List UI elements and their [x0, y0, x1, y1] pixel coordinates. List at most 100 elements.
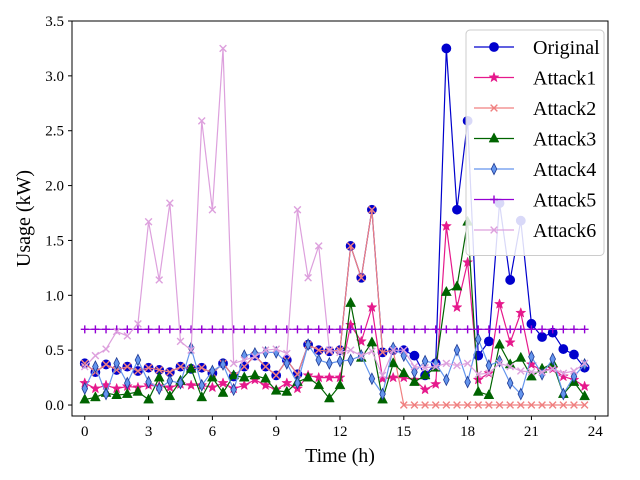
data-point	[134, 367, 142, 375]
legend-label: Original	[533, 37, 600, 59]
data-point	[80, 359, 89, 368]
data-point	[474, 325, 483, 334]
legend-marker	[490, 195, 498, 204]
data-point	[472, 373, 484, 385]
data-point	[176, 337, 185, 346]
legend-marker	[490, 104, 498, 112]
data-point	[419, 369, 431, 380]
data-point	[399, 325, 408, 334]
data-point	[506, 362, 515, 371]
legend-item: Attack4	[474, 159, 596, 181]
data-point	[570, 401, 578, 409]
data-point	[272, 371, 281, 380]
data-point	[121, 387, 133, 398]
y-tick-label: 2.0	[45, 179, 64, 195]
data-point	[155, 325, 164, 334]
data-point	[440, 285, 452, 296]
data-point	[80, 362, 89, 371]
data-point	[569, 325, 578, 334]
data-point	[472, 385, 484, 396]
data-point	[578, 380, 591, 392]
legend-item: Attack2	[474, 98, 596, 120]
data-point	[538, 401, 546, 409]
data-point	[379, 387, 386, 401]
plot-area: 0 3 6 9 12 15 18 21 24 0.0 0.5 1.0 1.5 2.0 2.5 3.0 3.5	[45, 14, 609, 440]
data-point	[440, 220, 452, 231]
x-tick-label: 9	[272, 424, 280, 440]
data-point	[251, 346, 259, 360]
data-point	[238, 379, 250, 391]
data-point	[398, 367, 410, 378]
data-point	[516, 325, 525, 334]
data-point	[155, 382, 163, 396]
data-point	[548, 401, 557, 409]
data-point	[495, 401, 504, 409]
data-point	[187, 346, 195, 355]
data-point	[580, 359, 589, 368]
data-point	[527, 325, 536, 334]
legend: Original Attack1 Attack2 Attack3 Attack4 Atta…	[465, 29, 605, 256]
data-point	[538, 325, 547, 334]
data-point	[196, 391, 208, 402]
y-tick-label: 1.5	[45, 233, 64, 249]
data-point	[198, 378, 205, 392]
data-point	[495, 359, 504, 368]
data-point	[229, 325, 238, 334]
data-point	[549, 352, 556, 366]
data-point	[515, 306, 527, 318]
data-point	[368, 205, 376, 214]
y-tick-label: 2.5	[45, 124, 64, 140]
data-point	[409, 375, 420, 386]
data-point	[484, 325, 493, 334]
data-point	[176, 325, 185, 334]
data-point	[463, 401, 472, 409]
data-point	[387, 357, 399, 368]
data-point	[283, 356, 291, 370]
data-point	[368, 347, 376, 356]
data-point	[143, 393, 154, 404]
data-point	[134, 319, 142, 328]
y-axis-ticks: 0.0 0.5 1.0 1.5 2.0 2.5 3.0 3.5	[45, 14, 72, 414]
data-point	[240, 325, 249, 334]
data-point	[240, 356, 249, 364]
data-point	[270, 384, 282, 395]
data-point	[559, 401, 568, 409]
data-point	[409, 350, 420, 361]
data-point	[463, 325, 472, 334]
data-point	[366, 336, 378, 347]
data-point	[90, 391, 101, 402]
data-point	[346, 325, 355, 334]
data-point	[441, 43, 452, 54]
series-attack6	[80, 44, 589, 380]
data-point	[410, 401, 419, 409]
x-tick-label: 6	[209, 424, 217, 440]
data-point	[451, 301, 463, 313]
data-point	[185, 379, 197, 391]
legend-marker	[488, 71, 500, 83]
data-point	[442, 325, 451, 334]
legend-marker	[490, 162, 498, 176]
data-point	[313, 379, 325, 390]
data-point	[336, 348, 344, 357]
data-point	[560, 387, 567, 401]
data-point	[177, 376, 184, 390]
data-point	[187, 325, 196, 334]
data-point	[378, 325, 387, 334]
data-point	[485, 401, 493, 409]
data-point	[493, 298, 506, 309]
data-point	[326, 356, 333, 370]
data-point	[451, 280, 463, 291]
data-point	[132, 385, 144, 396]
data-point	[442, 359, 451, 368]
data-point	[516, 367, 525, 375]
data-point	[421, 363, 429, 372]
series-line	[84, 48, 585, 377]
data-point	[537, 332, 547, 342]
data-point	[559, 325, 568, 334]
data-point	[442, 401, 451, 409]
data-point	[485, 359, 493, 373]
legend-item: Attack5	[474, 190, 596, 212]
data-point	[475, 332, 482, 346]
data-point	[123, 362, 132, 371]
data-point	[304, 325, 313, 334]
